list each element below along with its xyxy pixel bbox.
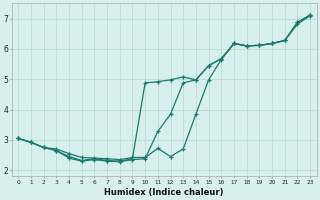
X-axis label: Humidex (Indice chaleur): Humidex (Indice chaleur) [104, 188, 224, 197]
